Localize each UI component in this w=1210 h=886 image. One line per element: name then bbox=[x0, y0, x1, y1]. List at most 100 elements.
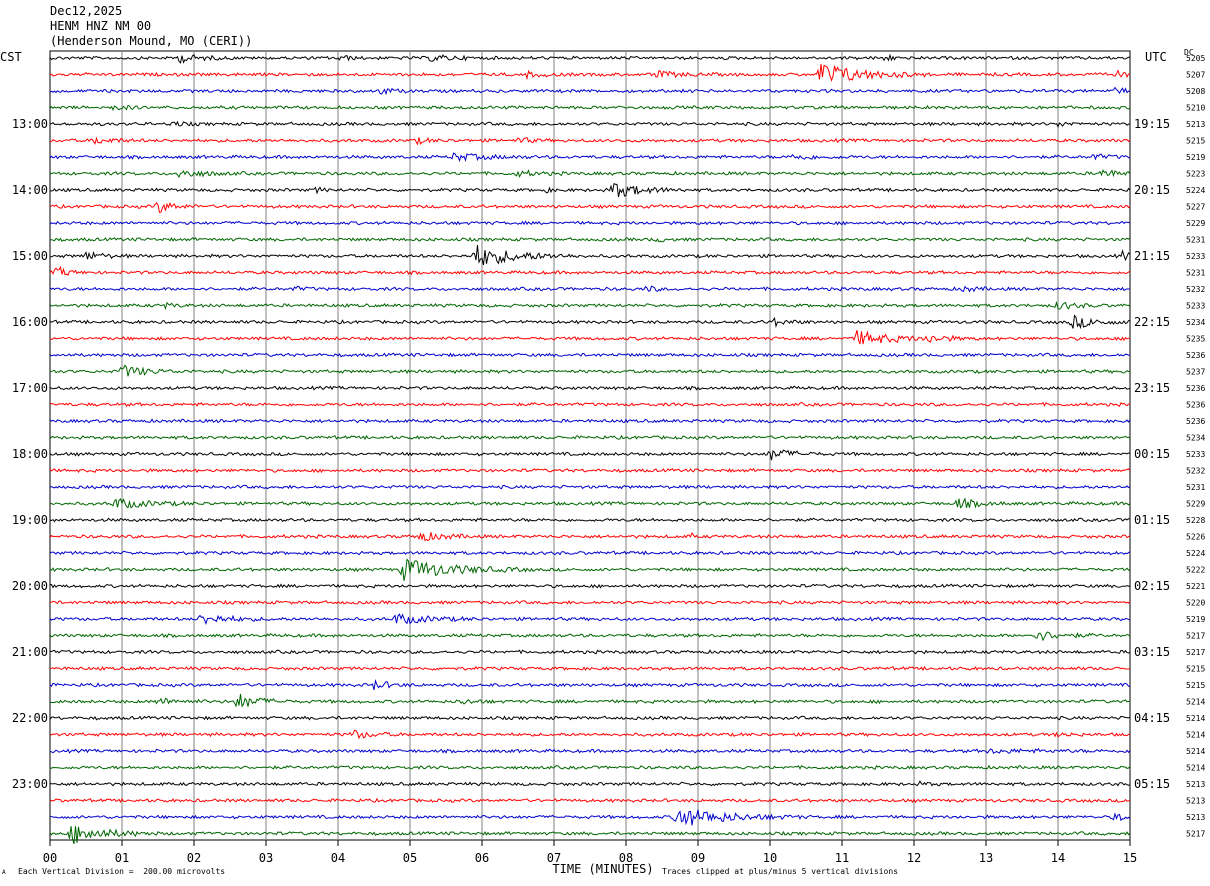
seismic-trace bbox=[49, 152, 1131, 163]
seismic-trace bbox=[49, 679, 1130, 691]
location-label: (Henderson Mound, MO (CERI)) bbox=[50, 34, 253, 48]
dc-offset-label: 5237 bbox=[1186, 368, 1205, 377]
seismic-trace bbox=[49, 729, 1131, 740]
dc-offset-label: 5236 bbox=[1186, 351, 1205, 360]
x-axis-title: TIME (MINUTES) bbox=[552, 862, 653, 876]
dc-offset-label: 5213 bbox=[1186, 797, 1205, 806]
x-tick-label: 08 bbox=[619, 851, 633, 865]
utc-hour-label: 22:15 bbox=[1134, 315, 1170, 329]
seismic-trace bbox=[49, 613, 1131, 626]
seismic-trace bbox=[49, 314, 1131, 330]
dc-offset-label: 5214 bbox=[1186, 747, 1205, 756]
dc-offset-label: 5210 bbox=[1186, 104, 1205, 113]
x-tick-label: 09 bbox=[691, 851, 705, 865]
corner-mark: A bbox=[2, 869, 6, 876]
seismic-trace bbox=[49, 517, 1131, 523]
cst-hour-label: 17:00 bbox=[12, 381, 48, 395]
cst-hour-label: 23:00 bbox=[12, 777, 48, 791]
seismic-trace bbox=[49, 484, 1131, 490]
x-tick-label: 12 bbox=[907, 851, 921, 865]
utc-hour-label: 21:15 bbox=[1134, 249, 1170, 263]
cst-hour-label: 19:00 bbox=[12, 513, 48, 527]
utc-hour-label: 03:15 bbox=[1134, 645, 1170, 659]
seismic-trace bbox=[49, 715, 1131, 721]
dc-offset-label: 5214 bbox=[1186, 714, 1205, 723]
x-tick-label: 07 bbox=[547, 851, 561, 865]
x-tick-label: 02 bbox=[187, 851, 201, 865]
seismic-trace bbox=[49, 300, 1131, 311]
seismic-trace bbox=[49, 120, 1131, 129]
dc-offset-label: 5215 bbox=[1186, 665, 1205, 674]
seismic-trace bbox=[49, 385, 1131, 391]
seismic-trace bbox=[49, 236, 1131, 243]
seismic-trace bbox=[49, 352, 1131, 358]
x-tick-label: 11 bbox=[835, 851, 849, 865]
seismic-trace bbox=[49, 809, 1131, 826]
x-tick-label: 00 bbox=[43, 851, 57, 865]
utc-hour-label: 02:15 bbox=[1134, 579, 1170, 593]
dc-offset-label: 5231 bbox=[1186, 483, 1205, 492]
dc-offset-label: 5231 bbox=[1186, 236, 1205, 245]
seismic-trace bbox=[49, 265, 1131, 276]
seismic-trace bbox=[49, 583, 1131, 589]
dc-offset-label: 5214 bbox=[1186, 764, 1205, 773]
clip-note: Traces clipped at plus/minus 5 vertical … bbox=[662, 867, 899, 876]
dc-offset-label: 5219 bbox=[1186, 153, 1205, 162]
utc-zone-label: UTC bbox=[1145, 50, 1167, 64]
seismic-trace bbox=[49, 631, 1131, 642]
seismic-trace bbox=[49, 201, 1131, 213]
seismic-trace bbox=[49, 220, 1131, 226]
dc-offset-label: 5214 bbox=[1186, 731, 1205, 740]
cst-hour-label: 18:00 bbox=[12, 447, 48, 461]
dc-offset-label: 5229 bbox=[1186, 219, 1205, 228]
x-tick-label: 14 bbox=[1051, 851, 1065, 865]
dc-offset-label: 5223 bbox=[1186, 170, 1205, 179]
seismic-trace bbox=[49, 64, 1131, 82]
dc-offset-label: 5221 bbox=[1186, 582, 1205, 591]
dc-offset-label: 5233 bbox=[1186, 450, 1205, 459]
cst-hour-label: 13:00 bbox=[12, 117, 48, 131]
utc-hour-label: 20:15 bbox=[1134, 183, 1170, 197]
cst-hour-label: 16:00 bbox=[12, 315, 48, 329]
seismic-trace bbox=[49, 86, 1131, 96]
dc-offset-label: 5213 bbox=[1186, 120, 1205, 129]
dc-label: DC bbox=[1184, 48, 1194, 57]
dc-offset-label: 5224 bbox=[1186, 186, 1205, 195]
x-tick-label: 05 bbox=[403, 851, 417, 865]
dc-offset-label: 5232 bbox=[1186, 285, 1205, 294]
dc-offset-label: 5207 bbox=[1186, 71, 1205, 80]
utc-hour-label: 04:15 bbox=[1134, 711, 1170, 725]
seismic-trace bbox=[49, 826, 1131, 845]
dc-offset-label: 5232 bbox=[1186, 467, 1205, 476]
dc-offset-label: 5217 bbox=[1186, 830, 1205, 839]
cst-hour-label: 14:00 bbox=[12, 183, 48, 197]
seismic-trace bbox=[49, 693, 1131, 708]
dc-offset-label: 5233 bbox=[1186, 252, 1205, 261]
seismic-trace bbox=[50, 599, 1131, 606]
seismic-trace bbox=[49, 797, 1131, 804]
x-tick-label: 01 bbox=[115, 851, 129, 865]
seismic-trace bbox=[49, 136, 1131, 146]
dc-offset-label: 5224 bbox=[1186, 549, 1205, 558]
seismic-trace bbox=[49, 558, 1131, 581]
plot-frame bbox=[49, 50, 1131, 841]
dc-offset-label: 5215 bbox=[1186, 137, 1205, 146]
dc-offset-label: 5205 bbox=[1186, 54, 1205, 63]
dc-offset-label: 5213 bbox=[1186, 813, 1205, 822]
dc-offset-label: 5217 bbox=[1186, 632, 1205, 641]
dc-offset-label: 5214 bbox=[1186, 698, 1205, 707]
dc-offset-label: 5227 bbox=[1186, 203, 1205, 212]
seismic-trace bbox=[49, 467, 1131, 474]
x-tick-label: 04 bbox=[331, 851, 345, 865]
dc-offset-label: 5228 bbox=[1186, 516, 1205, 525]
dc-offset-label: 5219 bbox=[1186, 615, 1205, 624]
seismic-trace bbox=[49, 497, 1131, 509]
seismic-trace bbox=[49, 665, 1131, 672]
date-label: Dec12,2025 bbox=[50, 4, 123, 18]
dc-offset-label: 5213 bbox=[1186, 780, 1205, 789]
dc-offset-label: 5231 bbox=[1186, 269, 1205, 278]
seismic-trace bbox=[49, 449, 1131, 461]
dc-offset-label: 5234 bbox=[1186, 318, 1205, 327]
seismic-trace bbox=[49, 418, 1131, 424]
cst-hour-label: 15:00 bbox=[12, 249, 48, 263]
